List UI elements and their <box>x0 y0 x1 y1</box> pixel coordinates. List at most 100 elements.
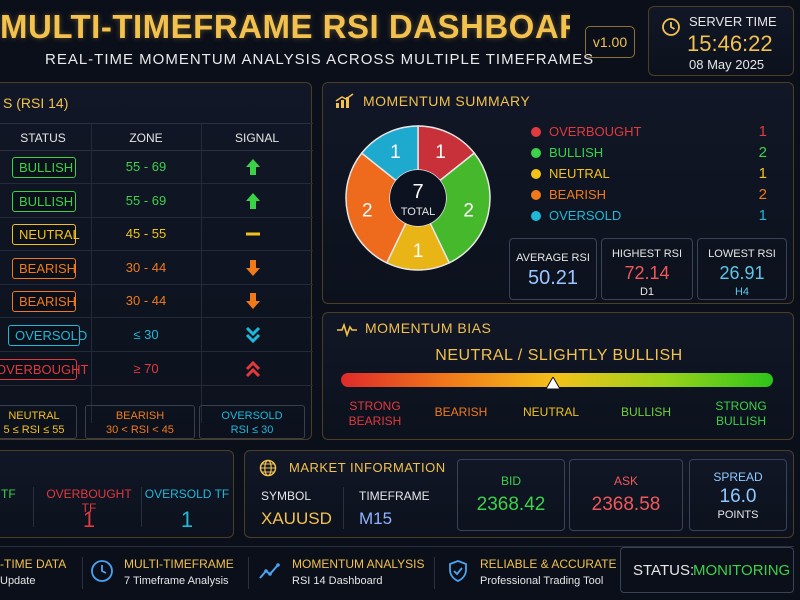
timeframe-value: M15 <box>359 509 393 528</box>
legend-dot <box>531 190 541 200</box>
average-rsi-label: AVERAGE RSI <box>516 252 590 264</box>
status-badge: BEARISH <box>12 291 76 313</box>
server-time-label: SERVER TIME <box>689 14 777 29</box>
header-status: STATUS <box>20 131 66 145</box>
bias-scale-label: BEARISH <box>421 405 501 420</box>
header-signal: SIGNAL <box>234 131 279 145</box>
momentum-bias-value: NEUTRAL / SLIGHTLY BULLISH <box>435 347 683 364</box>
momentum-bias-panel: MOMENTUM BIAS NEUTRAL / SLIGHTLY BULLISH… <box>322 312 794 440</box>
table-row: BEARISH 30 - 44 <box>0 285 313 319</box>
legend-oversold-name: OVERSOLD <box>221 410 283 422</box>
feature-momentum-analysis: MOMENTUM ANALYSIS RSI 14 Dashboard <box>258 555 428 589</box>
divider <box>33 487 34 527</box>
ask-value: 2368.58 <box>591 494 661 515</box>
legend-item: NEUTRAL 1 <box>531 165 767 183</box>
zone-value: ≥ 70 <box>133 360 159 376</box>
feature-reliable: RELIABLE & ACCURATE Professional Trading… <box>446 555 617 589</box>
status-badge: OVERSOLD <box>8 325 87 346</box>
zone-value: 55 - 69 <box>125 159 167 174</box>
bias-scale-label: NEUTRAL <box>511 405 591 420</box>
highest-rsi-card: HIGHEST RSI 72.14 D1 <box>601 238 693 300</box>
arrow-up-icon <box>246 159 260 175</box>
donut-total-value: 7 <box>412 181 423 203</box>
feature-title: MOMENTUM ANALYSIS <box>292 557 425 571</box>
table-row: NEUTRAL 45 - 55 <box>0 218 313 252</box>
feature-subtitle: Professional Trading Tool <box>480 575 604 587</box>
bias-scale-label: BULLISH <box>606 405 686 420</box>
zone-value: 30 - 44 <box>125 259 167 275</box>
feature-multi-timeframe: MULTI-TIMEFRAME 7 Timeframe Analysis <box>90 555 240 589</box>
donut-slice-label: 1 <box>413 241 424 262</box>
legend-dot <box>531 127 541 137</box>
divider <box>434 557 435 589</box>
server-date-value: 08 May 2025 <box>689 57 765 72</box>
oversold-tf-value: 1 <box>180 507 194 532</box>
legend-name: OVERBOUGHT <box>549 124 642 139</box>
rsi-table-header: STATUS ZONE SIGNAL <box>0 123 313 151</box>
globe-icon <box>259 459 277 477</box>
highest-rsi-label: HIGHEST RSI <box>611 248 683 260</box>
lowest-rsi-card: LOWEST RSI 26.91 H4 <box>697 238 787 300</box>
feature-title: -TIME DATA <box>0 557 67 571</box>
status-badge: BULLISH <box>12 157 76 178</box>
spread-value: 16.0 <box>719 486 757 507</box>
status-badge: BEARISH <box>12 257 76 279</box>
momentum-bias-title: MOMENTUM BIAS <box>365 320 492 336</box>
momentum-donut-chart: 7 TOTAL 1 2 1 2 1 <box>345 125 491 271</box>
status-label: STATUS: <box>633 562 695 579</box>
bid-value: 2368.42 <box>476 494 546 515</box>
legend-name: BULLISH <box>549 145 604 160</box>
status-value: MONITORING <box>693 562 791 579</box>
server-time-value: 15:46:22 <box>687 31 773 56</box>
overbought-tf-value: 1 <box>82 507 96 532</box>
feature-subtitle: 7 Timeframe Analysis <box>124 575 229 587</box>
pulse-icon <box>337 323 357 337</box>
bias-scale-line: STRONG <box>349 399 401 413</box>
feature-subtitle: RSI 14 Dashboard <box>292 575 383 587</box>
donut-slice-label: 1 <box>390 142 401 163</box>
table-row: BEARISH 30 - 44 <box>0 252 313 285</box>
table-row: OVERSOLD ≤ 30 <box>0 319 313 352</box>
legend-neutral-range: 5 ≤ RSI ≤ 55 <box>3 424 65 436</box>
lowest-rsi-label: LOWEST RSI <box>708 248 776 260</box>
legend-name: BEARISH <box>549 187 607 202</box>
divider <box>248 557 249 589</box>
dashboard-title: MULTI-TIMEFRAME RSI DASHBOARD MT5 <box>0 8 570 45</box>
server-time-panel: SERVER TIME 15:46:22 08 May 2025 <box>648 6 794 76</box>
feature-title: RELIABLE & ACCURATE <box>480 557 617 571</box>
spread-label: SPREAD <box>713 470 763 484</box>
legend-dot <box>531 169 541 179</box>
version-badge: v1.00 <box>585 26 635 58</box>
legend-bearish-range: 30 < RSI < 45 <box>106 424 174 436</box>
average-rsi-card: AVERAGE RSI 50.21 <box>509 238 597 300</box>
timeframe-label: TIMEFRAME <box>359 489 430 503</box>
momentum-summary-title: MOMENTUM SUMMARY <box>363 93 531 109</box>
legend-item: OVERBOUGHT 1 <box>531 123 767 141</box>
symbol-label: SYMBOL <box>261 489 312 503</box>
status-badge: OVERBOUGHT <box>0 358 88 380</box>
zone-value: ≤ 30 <box>133 327 159 342</box>
bullish-tf-label: TF <box>1 487 16 501</box>
status-indicator: STATUS: MONITORING <box>620 547 794 593</box>
rsi-table-panel: S (RSI 14) STATUS ZONE SIGNAL BULLISH 55 … <box>0 82 313 440</box>
table-row: BULLISH 55 - 69 <box>0 185 313 218</box>
ask-label: ASK <box>613 474 638 488</box>
legend-neutral-name: NEUTRAL <box>8 410 60 422</box>
status-badge: NEUTRAL <box>12 224 80 246</box>
legend-dot <box>531 148 541 158</box>
legend-value: 2 <box>758 144 767 161</box>
clock-icon <box>91 560 113 582</box>
table-row: OVERBOUGHT ≥ 70 <box>0 353 313 386</box>
overbought-tf-label: OVERBOUGHT TF <box>46 487 132 515</box>
dash-icon <box>246 232 260 236</box>
legend-item: BULLISH 2 <box>531 144 767 162</box>
legend-oversold-range: RSI ≤ 30 <box>230 424 274 436</box>
spread-unit: POINTS <box>717 509 759 521</box>
spread-card: SPREAD 16.0 POINTS <box>689 459 787 531</box>
bias-marker-icon <box>545 377 560 389</box>
timeframe-count-panel: TF OVERBOUGHT TF 1 OVERSOLD TF 1 <box>0 450 234 538</box>
legend-value: 1 <box>758 165 767 182</box>
market-information-panel: MARKET INFORMATION SYMBOL XAUUSD TIMEFRA… <box>244 450 794 538</box>
bias-scale-line: BEARISH <box>348 414 402 428</box>
double-chevron-up-icon <box>245 360 261 377</box>
